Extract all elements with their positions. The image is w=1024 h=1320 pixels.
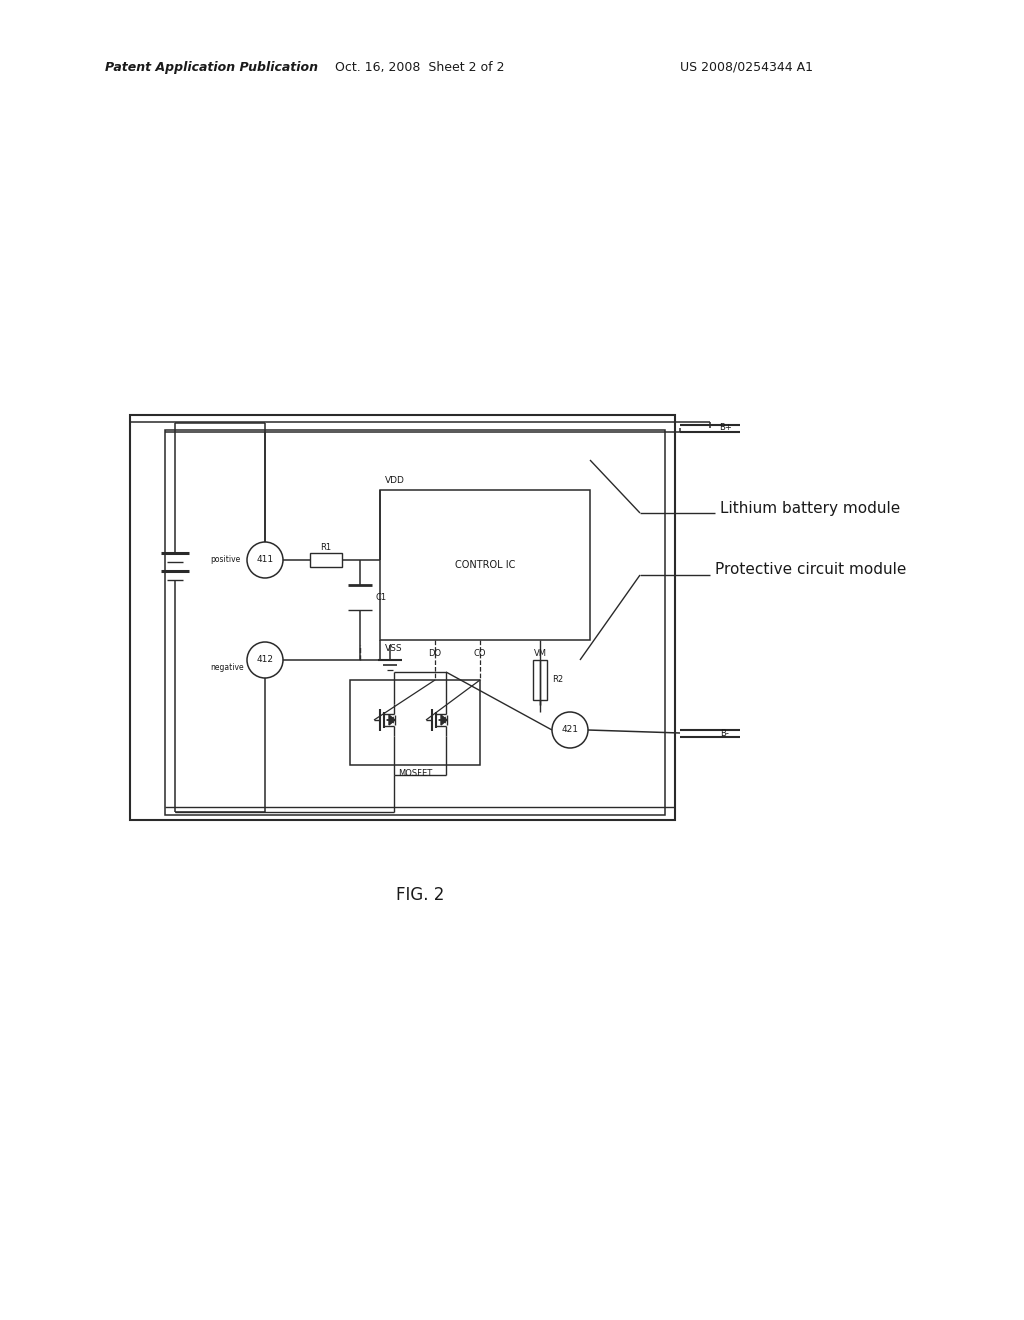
Text: US 2008/0254344 A1: US 2008/0254344 A1: [680, 61, 813, 74]
Text: Patent Application Publication: Patent Application Publication: [105, 61, 318, 74]
Bar: [350, 680, 480, 766]
Text: C1: C1: [376, 593, 387, 602]
Bar: [310, 553, 342, 568]
Text: Oct. 16, 2008  Sheet 2 of 2: Oct. 16, 2008 Sheet 2 of 2: [335, 61, 505, 74]
Text: B+: B+: [719, 424, 731, 433]
Text: MOSFET: MOSFET: [398, 768, 432, 777]
Text: Protective circuit module: Protective circuit module: [715, 562, 906, 578]
Text: CO: CO: [474, 649, 486, 659]
Text: CONTROL IC: CONTROL IC: [455, 560, 515, 570]
Bar: [380, 490, 590, 640]
Text: 421: 421: [561, 726, 579, 734]
Text: R2: R2: [552, 676, 563, 685]
Text: B-: B-: [721, 729, 729, 738]
Text: 412: 412: [256, 656, 273, 664]
Circle shape: [552, 711, 588, 748]
Text: VSS: VSS: [385, 644, 402, 653]
Polygon shape: [389, 715, 395, 725]
Text: FIG. 2: FIG. 2: [396, 886, 444, 904]
Text: VM: VM: [534, 649, 547, 659]
Bar: [130, 414, 675, 820]
Circle shape: [247, 642, 283, 678]
Text: DO: DO: [428, 649, 441, 659]
Polygon shape: [441, 715, 447, 725]
Circle shape: [247, 543, 283, 578]
Text: 411: 411: [256, 556, 273, 565]
Bar: [534, 660, 547, 700]
Text: VDD: VDD: [385, 477, 404, 484]
Text: R1: R1: [321, 544, 332, 553]
Text: Lithium battery module: Lithium battery module: [720, 500, 900, 516]
Bar: [165, 430, 665, 814]
Text: negative: negative: [210, 664, 244, 672]
Text: positive: positive: [210, 556, 241, 565]
